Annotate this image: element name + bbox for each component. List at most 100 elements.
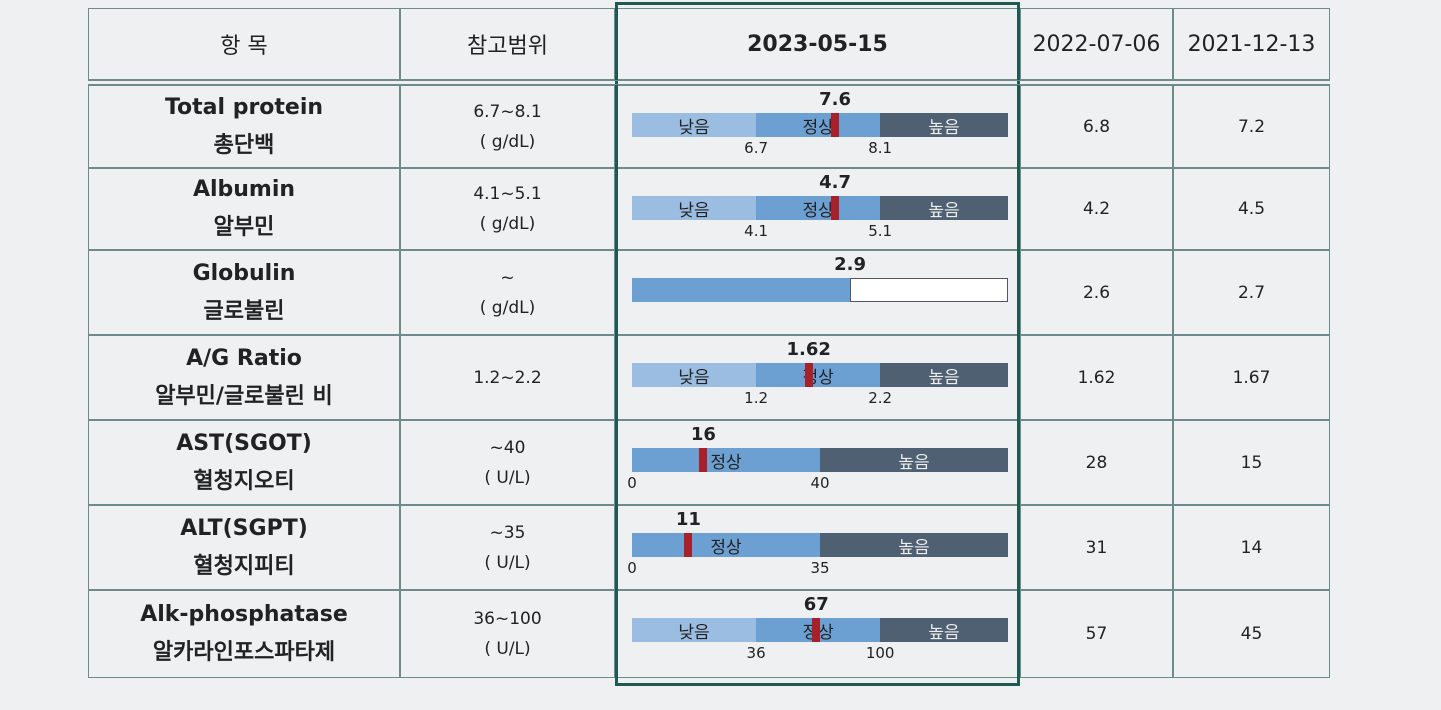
previous-value: 57 — [1020, 590, 1173, 678]
item-name-en: Alk-phosphatase — [140, 602, 348, 627]
range-segment: 낮음 — [632, 363, 757, 388]
item-name-en: ALT(SGPT) — [180, 515, 308, 541]
value-marker — [699, 448, 708, 472]
range-segment: 낮음 — [632, 196, 757, 221]
reference-range: 4.1~5.1 — [473, 184, 542, 204]
range-cell: 1.2~2.2 — [400, 335, 615, 420]
unit: ( g/dL) — [479, 131, 536, 152]
item-cell: A/G Ratio 알부민/글로불린 비 — [88, 335, 400, 420]
item-name-ko: 혈청지오티 — [193, 468, 295, 494]
previous-value: 14 — [1173, 505, 1330, 590]
previous-value: 2.6 — [1020, 250, 1173, 335]
header-cell: 2022-07-06 — [1020, 8, 1173, 80]
item-cell: Alk-phosphatase 알카라인포스파타제 — [88, 590, 400, 678]
item-cell: Globulin 글로불린 — [88, 250, 400, 335]
bar-tick-label: 5.1 — [868, 222, 893, 240]
header-cell: 참고범위 — [400, 8, 615, 80]
item-name-en: A/G Ratio — [186, 345, 302, 371]
range-segment: 높음 — [820, 448, 1008, 473]
item-name-ko: 알부민/글로불린 비 — [155, 383, 333, 409]
previous-value: 4.5 — [1173, 168, 1330, 250]
item-cell: Total protein 총단백 — [88, 85, 400, 168]
reference-range: ~ — [500, 267, 515, 288]
header-separator — [88, 80, 1330, 85]
range-segment: 낮음 — [632, 113, 757, 138]
value-marker — [684, 533, 693, 557]
previous-value: 15 — [1173, 420, 1330, 505]
range-segment: 정상 — [756, 196, 881, 221]
bar-tick-label: 36 — [746, 644, 766, 662]
reference-range: 36~100 — [473, 609, 542, 629]
unit: ( g/dL) — [479, 297, 536, 318]
bar-tick-label: 40 — [810, 474, 830, 492]
bar-tick-label: 2.2 — [868, 389, 893, 407]
previous-value: 31 — [1020, 505, 1173, 590]
range-segment: 정상 — [632, 448, 820, 473]
item-name-ko: 혈청지피티 — [193, 553, 295, 579]
item-name-ko: 알부민 — [213, 215, 275, 240]
unit: ( g/dL) — [479, 214, 536, 234]
reference-range: ~40 — [489, 437, 526, 458]
range-cell: ~40 ( U/L) — [400, 420, 615, 505]
reference-range: 6.7~8.1 — [473, 101, 542, 122]
value-marker — [804, 363, 813, 387]
current-value: 67 — [803, 594, 829, 615]
header-cell: 2023-05-15 — [615, 8, 1020, 80]
item-cell: ALT(SGPT) 혈청지피티 — [88, 505, 400, 590]
bar-tick-label: 6.7 — [744, 139, 769, 157]
previous-value: 4.2 — [1020, 168, 1173, 250]
header-cell: 항 목 — [88, 8, 400, 80]
bar-tick-label: 35 — [810, 559, 830, 577]
range-cell: 36~100 ( U/L) — [400, 590, 615, 678]
item-name-en: AST(SGOT) — [176, 430, 312, 456]
unit: ( U/L) — [484, 467, 531, 488]
item-name-en: Albumin — [192, 177, 296, 202]
current-column-frame — [615, 2, 1020, 686]
current-value: 7.6 — [819, 89, 851, 110]
bar-tick-label: 0 — [627, 474, 637, 492]
current-value: 11 — [675, 509, 701, 530]
range-segment: 높음 — [820, 533, 1008, 558]
range-cell: 4.1~5.1 ( g/dL) — [400, 168, 615, 250]
previous-value: 45 — [1173, 590, 1330, 678]
previous-value: 2.7 — [1173, 250, 1330, 335]
current-value: 16 — [690, 424, 716, 445]
previous-value: 28 — [1020, 420, 1173, 505]
current-value: 1.62 — [786, 339, 831, 360]
range-cell: ~ ( g/dL) — [400, 250, 615, 335]
bar-tick-label: 0 — [627, 559, 637, 577]
previous-value: 1.62 — [1020, 335, 1173, 420]
previous-value: 7.2 — [1173, 85, 1330, 168]
bar-tick-label: 1.2 — [744, 389, 769, 407]
range-segment: 높음 — [880, 113, 1008, 138]
reference-range: 1.2~2.2 — [473, 367, 542, 388]
item-name-ko: 총단백 — [213, 132, 275, 158]
range-segment: 높음 — [880, 196, 1008, 221]
range-segment: 정상 — [756, 113, 881, 138]
range-cell: 6.7~8.1 ( g/dL) — [400, 85, 615, 168]
reference-range: ~35 — [489, 522, 526, 543]
bar-tick-label: 8.1 — [868, 139, 893, 157]
bar-tick-label: 4.1 — [744, 222, 769, 240]
bar-empty — [850, 278, 1008, 302]
range-cell: ~35 ( U/L) — [400, 505, 615, 590]
previous-value: 6.8 — [1020, 85, 1173, 168]
value-marker — [812, 618, 821, 642]
bar-fill — [632, 278, 851, 302]
value-marker — [831, 113, 840, 137]
bar-tick-label: 100 — [865, 644, 895, 662]
unit: ( U/L) — [484, 639, 531, 659]
range-segment: 낮음 — [632, 618, 757, 643]
current-value: 4.7 — [819, 172, 851, 193]
item-name-ko: 알카라인포스파타제 — [152, 640, 336, 665]
current-value: 2.9 — [834, 254, 867, 275]
item-name-en: Total protein — [164, 94, 324, 120]
range-segment: 정상 — [632, 533, 820, 558]
range-segment: 높음 — [880, 363, 1008, 388]
item-name-ko: 글로불린 — [203, 298, 285, 324]
item-cell: AST(SGOT) 혈청지오티 — [88, 420, 400, 505]
item-cell: Albumin 알부민 — [88, 168, 400, 250]
unit: ( U/L) — [484, 552, 531, 573]
header-cell: 2021-12-13 — [1173, 8, 1330, 80]
